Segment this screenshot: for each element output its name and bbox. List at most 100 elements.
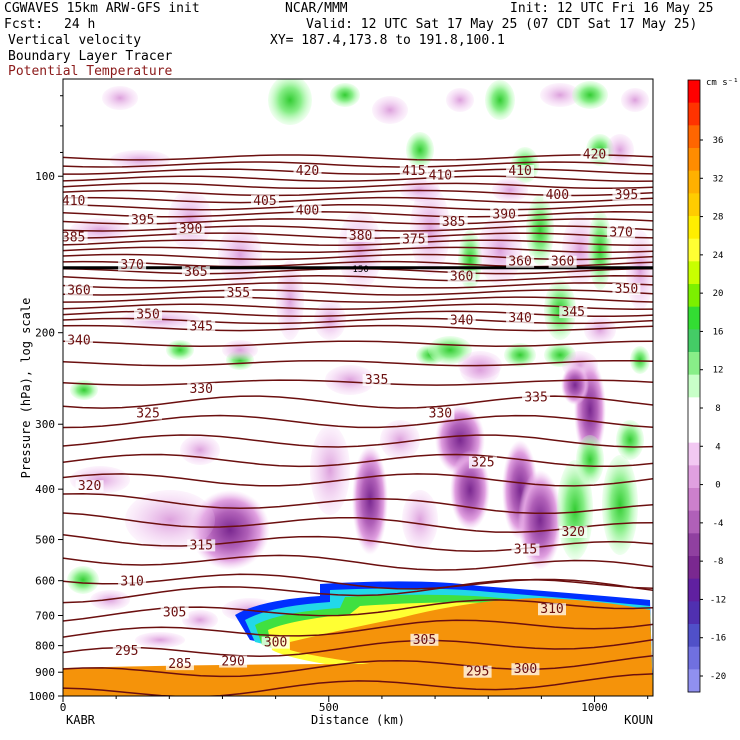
- theta-label: 340: [508, 311, 531, 326]
- theta-label-bg: [64, 334, 93, 347]
- colorbar-swatch: [688, 329, 700, 353]
- theta-label: 395: [615, 188, 638, 203]
- theta-contour-line: [63, 512, 653, 533]
- theta-label-bg: [522, 391, 551, 404]
- theta-label-bg: [224, 287, 253, 300]
- theta-label: 345: [189, 319, 212, 334]
- theta-contour-line: [63, 359, 653, 367]
- colorbar-label: 12: [713, 366, 724, 376]
- theta-contour-line: [63, 246, 653, 254]
- theta-contour-line: [63, 654, 653, 678]
- velocity-blob: [504, 343, 536, 367]
- theta-label-bg: [250, 194, 279, 207]
- theta-contour-line: [63, 182, 653, 190]
- colorbar-label: 0: [715, 481, 720, 491]
- velocity-blob: [268, 79, 312, 125]
- x-tick-label: 500: [319, 701, 339, 714]
- colorbar-unit: cm s⁻¹: [706, 78, 739, 88]
- theta-contour-line: [63, 578, 653, 604]
- forecast-hour-value: 24 h: [64, 17, 96, 32]
- colorbar-swatch: [688, 261, 700, 285]
- velocity-blob: [478, 215, 522, 285]
- velocity-blob: [626, 230, 653, 310]
- x-tick-label: 1000: [581, 701, 608, 714]
- theta-label-bg: [543, 188, 572, 201]
- velocity-blob: [450, 450, 490, 530]
- velocity-blob: [222, 340, 258, 360]
- theta-label-bg: [59, 231, 88, 244]
- theta-contour-line: [63, 175, 653, 182]
- colorbar-swatch: [688, 624, 700, 648]
- theta-label: 300: [514, 662, 537, 677]
- theta-label-bg: [410, 633, 439, 646]
- theta-label-bg: [559, 306, 588, 319]
- plot-frame: [62, 78, 654, 697]
- theta-label: 295: [466, 665, 489, 680]
- theta-label-bg: [607, 226, 636, 239]
- colorbar-swatch: [688, 306, 700, 330]
- colorbar-swatch: [688, 238, 700, 262]
- velocity-blob: [492, 178, 528, 202]
- theta-label-bg: [75, 480, 104, 493]
- theta-label-bg: [439, 215, 468, 228]
- theta-label: 420: [583, 147, 606, 162]
- theta-label: 345: [562, 305, 585, 320]
- velocity-blob: [352, 445, 388, 555]
- theta-label: 300: [264, 636, 287, 651]
- center-label: NCAR/MMM: [285, 1, 348, 16]
- theta-contour-line: [63, 639, 653, 657]
- theta-contour-line: [63, 161, 653, 168]
- colorbar-label: 28: [713, 213, 724, 223]
- colorbar-label: -8: [713, 557, 724, 567]
- valid-time: Valid: 12 UTC Sat 17 May 25 (07 CDT Sat …: [306, 17, 698, 32]
- forecast-hour-label: Fcst:: [4, 17, 44, 32]
- velocity-blob: [576, 435, 604, 485]
- theta-contour-line: [63, 573, 653, 591]
- theta-label-bg: [506, 312, 535, 325]
- velocity-blob: [67, 566, 99, 594]
- y-tick-label: 400: [35, 483, 55, 496]
- theta-label: 350: [136, 308, 159, 323]
- theta-label: 330: [189, 382, 212, 397]
- velocity-blob: [460, 355, 500, 385]
- velocity-blob: [616, 420, 644, 460]
- theta-label: 310: [120, 574, 143, 589]
- colorbar-swatch: [688, 216, 700, 240]
- velocity-blob: [406, 132, 434, 168]
- colorbar-swatch: [688, 170, 700, 194]
- theta-label: 420: [296, 164, 319, 179]
- theta-contour-line: [63, 434, 653, 448]
- theta-label: 370: [120, 258, 143, 273]
- theta-label: 415: [402, 164, 425, 179]
- theta-contour-line: [63, 203, 653, 211]
- theta-label-bg: [187, 320, 216, 333]
- theta-contour-line: [63, 296, 653, 303]
- theta-label: 410: [508, 164, 531, 179]
- velocity-blob: [372, 96, 408, 124]
- velocity-blob: [485, 80, 515, 120]
- theta-label-bg: [548, 255, 577, 268]
- theta-label: 315: [514, 543, 537, 558]
- theta-contour-line: [63, 492, 653, 515]
- velocity-blob: [428, 336, 472, 364]
- theta-label-bg: [612, 282, 641, 295]
- theta-label-bg: [187, 382, 216, 395]
- theta-label: 365: [184, 265, 207, 280]
- theta-label-bg: [134, 407, 163, 420]
- theta-label-bg: [118, 575, 147, 588]
- theta-label: 410: [429, 168, 452, 183]
- theta-label-bg: [181, 266, 210, 279]
- colorbar-label: 24: [713, 251, 724, 261]
- field-boundary-layer-tracer: Boundary Layer Tracer: [8, 49, 173, 64]
- velocity-blob: [314, 300, 346, 340]
- theta-label: 305: [413, 633, 436, 648]
- velocity-blob: [182, 610, 218, 630]
- theta-label: 380: [349, 229, 372, 244]
- theta-label: 390: [492, 207, 515, 222]
- theta-label: 320: [562, 525, 585, 540]
- colorbar-label: -12: [710, 595, 726, 605]
- theta-label: 375: [402, 232, 425, 247]
- theta-label-bg: [64, 284, 93, 297]
- y-tick-label: 500: [35, 534, 55, 547]
- colorbar-label: 36: [713, 136, 724, 146]
